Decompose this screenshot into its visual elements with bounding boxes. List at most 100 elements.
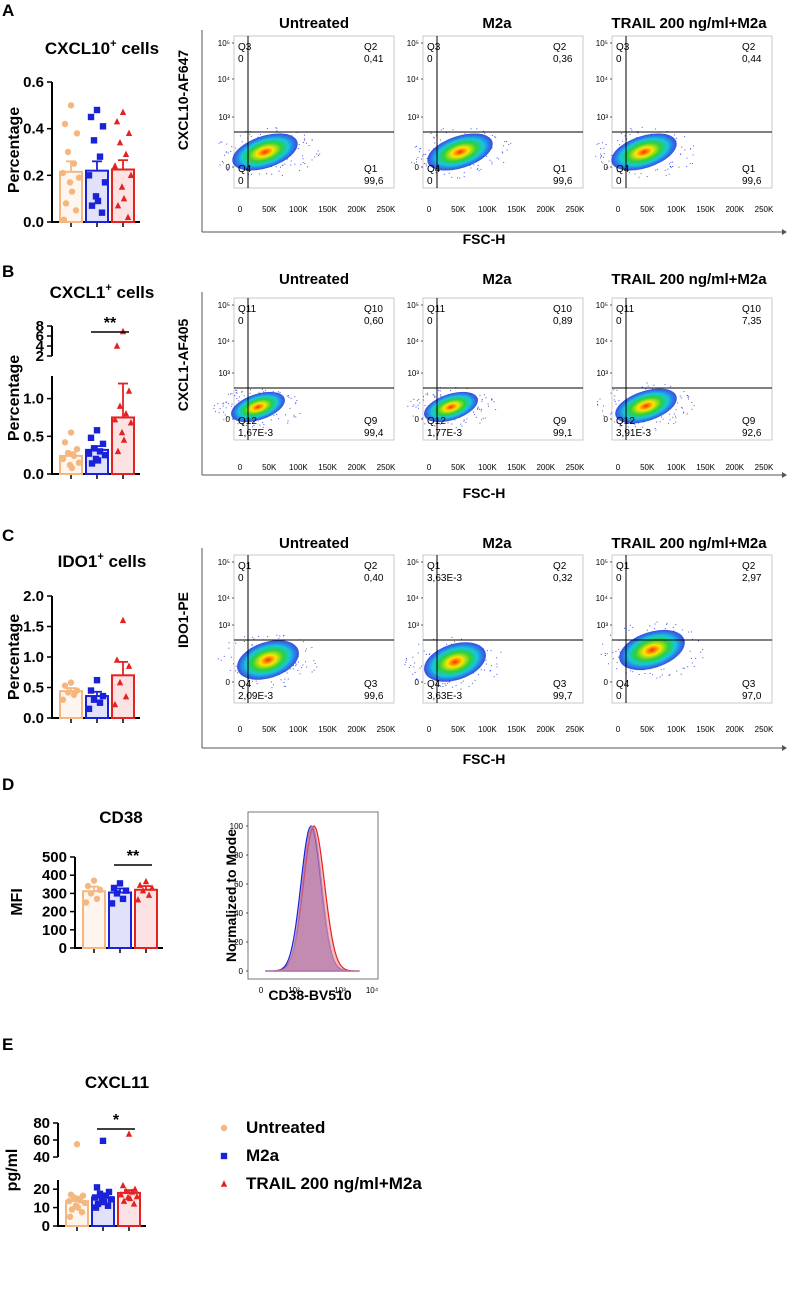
event-dot	[616, 668, 618, 670]
event-dot	[295, 403, 297, 405]
data-point	[59, 455, 67, 463]
data-point	[84, 882, 92, 890]
event-dot	[693, 665, 695, 667]
event-dot	[222, 403, 224, 405]
event-dot	[265, 389, 267, 391]
quadrant-tl-name: Q1	[427, 561, 441, 572]
flow-x-tick: 0	[616, 463, 621, 472]
event-dot	[654, 623, 656, 625]
event-dot	[450, 390, 452, 392]
quadrant-tl-value: 0	[238, 573, 244, 584]
flow-plot-title: Untreated	[279, 15, 349, 32]
event-dot	[294, 163, 296, 165]
event-dot	[417, 652, 419, 654]
event-dot	[672, 161, 674, 163]
event-dot	[491, 161, 493, 163]
flow-x-tick: 100K	[478, 725, 497, 734]
event-dot	[486, 156, 488, 158]
hist-frame	[247, 811, 379, 980]
event-dot	[304, 138, 306, 140]
event-dot	[408, 666, 410, 668]
event-dot	[302, 162, 304, 164]
data-point	[76, 1197, 84, 1204]
y-axis-label: pg/ml	[4, 1149, 21, 1192]
event-dot	[406, 659, 408, 661]
event-dot	[683, 391, 685, 393]
event-dot	[302, 641, 304, 643]
event-dot	[414, 146, 416, 148]
event-dot	[279, 391, 281, 393]
event-dot	[494, 136, 496, 138]
quadrant-tr-name: Q2	[742, 561, 756, 572]
event-dot	[298, 170, 300, 172]
event-dot	[483, 669, 485, 671]
event-dot	[597, 404, 599, 406]
event-dot	[604, 654, 606, 656]
data-point	[116, 880, 124, 887]
flow-y-tick: 0	[604, 163, 609, 172]
data-point	[91, 1194, 99, 1201]
data-point	[113, 342, 121, 349]
event-dot	[666, 623, 668, 625]
event-dot	[303, 134, 305, 136]
data-point	[131, 1185, 139, 1192]
cd38-histogram: Normalized to Mode CD38-BV510 0 20 40 60 80 100…	[223, 811, 379, 1003]
event-dot	[314, 156, 316, 158]
event-dot	[661, 416, 663, 418]
legend-label: TRAIL 200 ng/ml+M2a	[246, 1174, 422, 1193]
flow-x-tick: 200K	[347, 725, 366, 734]
quadrant-br-name: Q1	[553, 164, 567, 175]
y-tick-label: 0.0	[23, 710, 44, 727]
event-dot	[235, 147, 237, 149]
event-dot	[228, 642, 230, 644]
event-dot	[226, 143, 228, 145]
event-dot	[434, 425, 436, 427]
event-dot	[297, 147, 299, 149]
event-dot	[311, 646, 313, 648]
chart-title: IDO1+ cells	[58, 551, 147, 571]
event-dot	[700, 651, 702, 653]
data-point	[65, 1197, 73, 1205]
flow-y-tick: 0	[604, 415, 609, 424]
plot-box	[233, 554, 395, 704]
event-dot	[440, 685, 442, 687]
event-dot	[616, 421, 618, 423]
event-dot	[630, 670, 632, 672]
event-dot	[271, 687, 273, 689]
data-point	[87, 687, 95, 694]
plot-box	[611, 35, 773, 189]
event-dot	[681, 407, 683, 409]
event-dot	[645, 388, 647, 390]
quadrant-bl-value: 0	[616, 691, 622, 702]
y-axis-label: Percentage	[6, 355, 23, 441]
flow-x-tick: 200K	[347, 205, 366, 214]
event-dot	[238, 396, 240, 398]
event-dot	[241, 391, 243, 393]
event-dot	[466, 418, 468, 420]
event-dot	[413, 398, 415, 400]
event-dot	[476, 168, 478, 170]
chart-title-text: CXCL10	[45, 39, 110, 58]
event-dot	[284, 678, 286, 680]
flow-y-tick: 10⁵	[596, 301, 608, 310]
data-point	[126, 1194, 134, 1202]
event-dot	[226, 401, 228, 403]
event-dot	[295, 663, 297, 665]
event-dot	[218, 412, 220, 414]
event-dot	[220, 141, 222, 143]
flow-x-tick: 100K	[478, 463, 497, 472]
event-dot	[506, 149, 508, 151]
data-point	[61, 682, 69, 689]
quadrant-br-name: Q1	[364, 164, 378, 175]
event-dot	[676, 670, 678, 672]
event-dot	[433, 394, 435, 396]
legend-marker-square	[220, 1152, 228, 1160]
event-dot	[669, 163, 671, 165]
event-dot	[225, 407, 227, 409]
event-dot	[656, 421, 658, 423]
event-dot	[616, 661, 618, 663]
event-dot	[417, 679, 419, 681]
quadrant-bl-name: Q4	[427, 164, 441, 175]
event-dot	[608, 160, 610, 162]
